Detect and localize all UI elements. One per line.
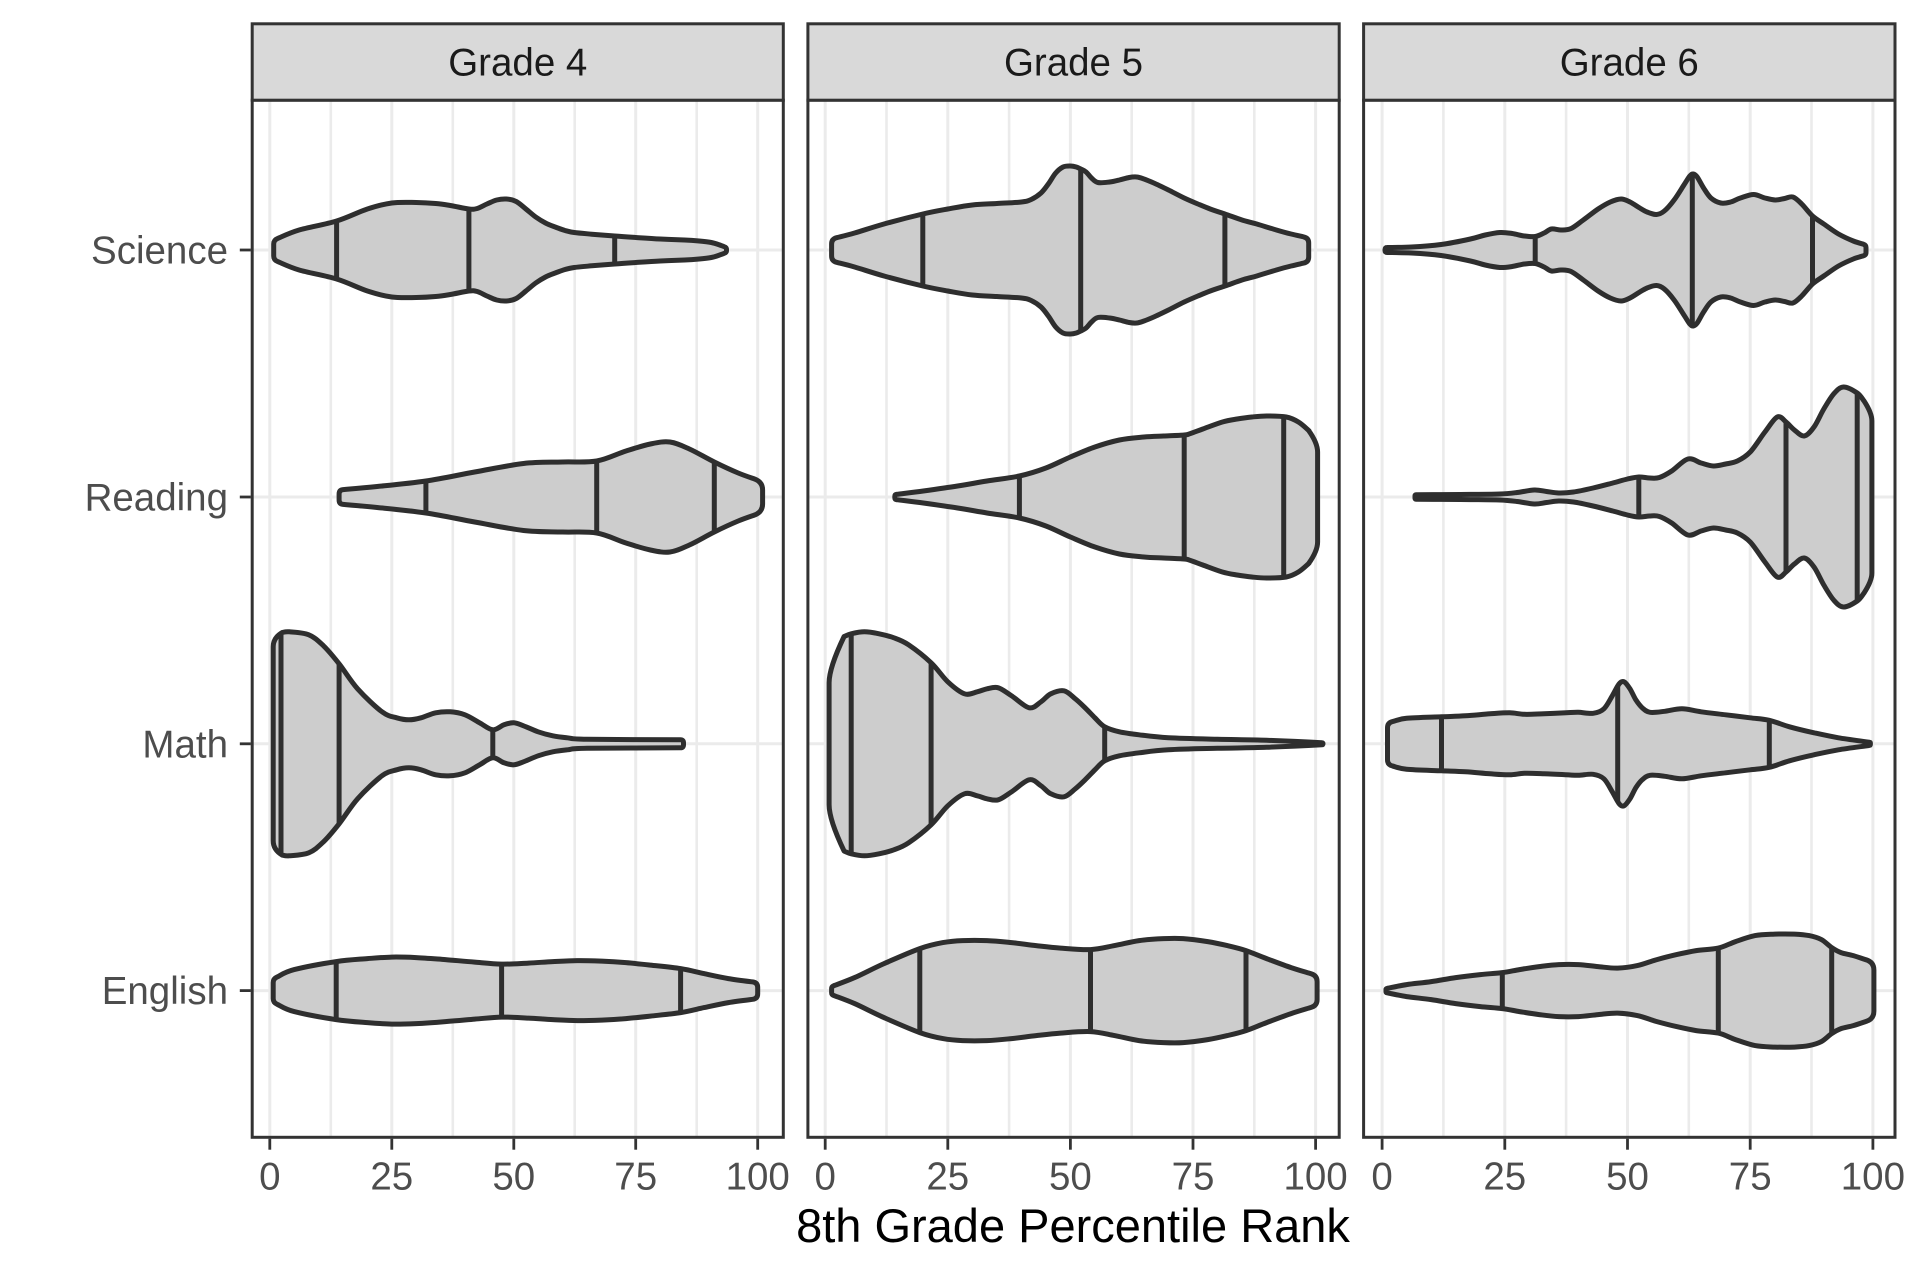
svg-text:75: 75 bbox=[1172, 1156, 1215, 1199]
svg-text:50: 50 bbox=[1606, 1156, 1649, 1199]
svg-text:0: 0 bbox=[259, 1156, 280, 1199]
svg-text:Grade 5: Grade 5 bbox=[1004, 42, 1143, 85]
svg-text:25: 25 bbox=[1483, 1156, 1526, 1199]
svg-text:0: 0 bbox=[814, 1156, 835, 1199]
svg-text:25: 25 bbox=[926, 1156, 969, 1199]
svg-text:Reading: Reading bbox=[85, 477, 228, 520]
svg-text:50: 50 bbox=[1049, 1156, 1092, 1199]
svg-text:100: 100 bbox=[726, 1156, 790, 1199]
svg-text:50: 50 bbox=[492, 1156, 535, 1199]
svg-text:Grade 4: Grade 4 bbox=[448, 42, 587, 85]
svg-text:0: 0 bbox=[1371, 1156, 1392, 1199]
svg-text:Science: Science bbox=[91, 230, 228, 273]
svg-text:75: 75 bbox=[614, 1156, 657, 1199]
svg-text:English: English bbox=[102, 970, 228, 1013]
svg-text:75: 75 bbox=[1729, 1156, 1772, 1199]
svg-text:Math: Math bbox=[142, 723, 228, 766]
svg-text:8th Grade Percentile Rank: 8th Grade Percentile Rank bbox=[796, 1199, 1350, 1252]
svg-text:25: 25 bbox=[370, 1156, 413, 1199]
svg-text:100: 100 bbox=[1841, 1156, 1905, 1199]
svg-text:100: 100 bbox=[1283, 1156, 1347, 1199]
svg-text:Grade 6: Grade 6 bbox=[1560, 42, 1699, 85]
